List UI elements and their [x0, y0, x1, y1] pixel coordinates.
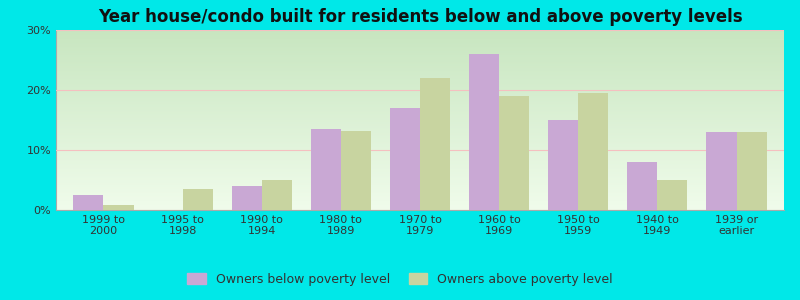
Bar: [390, 108, 420, 210]
Bar: [627, 162, 658, 210]
Bar: [578, 93, 608, 210]
Bar: [737, 132, 766, 210]
Bar: [420, 78, 450, 210]
Bar: [658, 180, 687, 210]
Bar: [74, 195, 103, 210]
Bar: [262, 180, 292, 210]
Bar: [341, 131, 371, 210]
Bar: [232, 186, 262, 210]
Bar: [548, 120, 578, 210]
Bar: [103, 205, 134, 210]
Bar: [469, 54, 499, 210]
Legend: Owners below poverty level, Owners above poverty level: Owners below poverty level, Owners above…: [182, 268, 618, 291]
Bar: [706, 132, 737, 210]
Title: Year house/condo built for residents below and above poverty levels: Year house/condo built for residents bel…: [98, 8, 742, 26]
Bar: [182, 189, 213, 210]
Bar: [311, 129, 341, 210]
Bar: [499, 96, 530, 210]
